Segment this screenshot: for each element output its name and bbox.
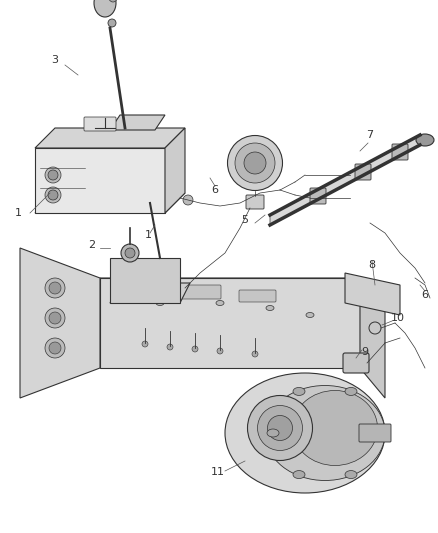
Polygon shape: [35, 193, 185, 213]
Circle shape: [49, 312, 61, 324]
Polygon shape: [360, 278, 385, 398]
Ellipse shape: [265, 385, 385, 481]
Text: 9: 9: [361, 347, 368, 357]
Ellipse shape: [293, 391, 378, 465]
Text: 8: 8: [368, 260, 375, 270]
Ellipse shape: [293, 387, 305, 395]
Ellipse shape: [306, 312, 314, 318]
Circle shape: [167, 344, 173, 350]
Ellipse shape: [235, 143, 275, 183]
Circle shape: [45, 187, 61, 203]
Ellipse shape: [268, 416, 293, 440]
Polygon shape: [270, 135, 420, 225]
Circle shape: [45, 167, 61, 183]
Ellipse shape: [121, 244, 139, 262]
Polygon shape: [345, 273, 400, 315]
FancyBboxPatch shape: [343, 353, 369, 373]
Ellipse shape: [345, 471, 357, 479]
Text: 3: 3: [52, 55, 59, 65]
Text: 1: 1: [14, 208, 21, 218]
Polygon shape: [100, 278, 385, 308]
Ellipse shape: [266, 305, 274, 311]
Ellipse shape: [225, 373, 385, 493]
Ellipse shape: [416, 134, 434, 146]
Ellipse shape: [293, 471, 305, 479]
Polygon shape: [110, 258, 180, 303]
Circle shape: [45, 278, 65, 298]
Text: 11: 11: [211, 467, 225, 477]
Ellipse shape: [371, 429, 383, 437]
FancyBboxPatch shape: [239, 290, 276, 302]
FancyBboxPatch shape: [169, 285, 221, 299]
Circle shape: [217, 348, 223, 354]
Text: 6: 6: [212, 185, 219, 195]
Text: 2: 2: [88, 240, 95, 250]
Circle shape: [49, 342, 61, 354]
FancyBboxPatch shape: [359, 424, 391, 442]
Ellipse shape: [108, 0, 118, 2]
Ellipse shape: [247, 395, 312, 461]
Circle shape: [45, 308, 65, 328]
Text: 7: 7: [367, 130, 374, 140]
Ellipse shape: [94, 0, 116, 17]
Ellipse shape: [267, 429, 279, 437]
Text: 1: 1: [145, 230, 152, 240]
Polygon shape: [35, 128, 185, 148]
Ellipse shape: [345, 387, 357, 395]
Text: 10: 10: [391, 313, 405, 323]
FancyBboxPatch shape: [310, 188, 326, 204]
Circle shape: [48, 190, 58, 200]
FancyBboxPatch shape: [84, 117, 116, 131]
Polygon shape: [110, 115, 165, 130]
Circle shape: [45, 338, 65, 358]
Ellipse shape: [244, 152, 266, 174]
Circle shape: [252, 351, 258, 357]
FancyBboxPatch shape: [246, 195, 264, 209]
FancyBboxPatch shape: [355, 164, 371, 180]
Circle shape: [48, 170, 58, 180]
Polygon shape: [20, 248, 100, 398]
Ellipse shape: [125, 248, 135, 258]
Circle shape: [192, 346, 198, 352]
Ellipse shape: [156, 301, 164, 305]
Text: 6: 6: [421, 290, 428, 300]
Polygon shape: [35, 148, 165, 213]
Circle shape: [142, 341, 148, 347]
Polygon shape: [110, 283, 190, 303]
Circle shape: [369, 322, 381, 334]
Polygon shape: [165, 128, 185, 213]
Polygon shape: [100, 278, 360, 368]
Circle shape: [49, 282, 61, 294]
Ellipse shape: [216, 301, 224, 305]
FancyBboxPatch shape: [392, 144, 408, 160]
Circle shape: [183, 195, 193, 205]
Ellipse shape: [258, 406, 303, 450]
Text: 5: 5: [241, 215, 248, 225]
Circle shape: [108, 19, 116, 27]
Ellipse shape: [227, 135, 283, 190]
